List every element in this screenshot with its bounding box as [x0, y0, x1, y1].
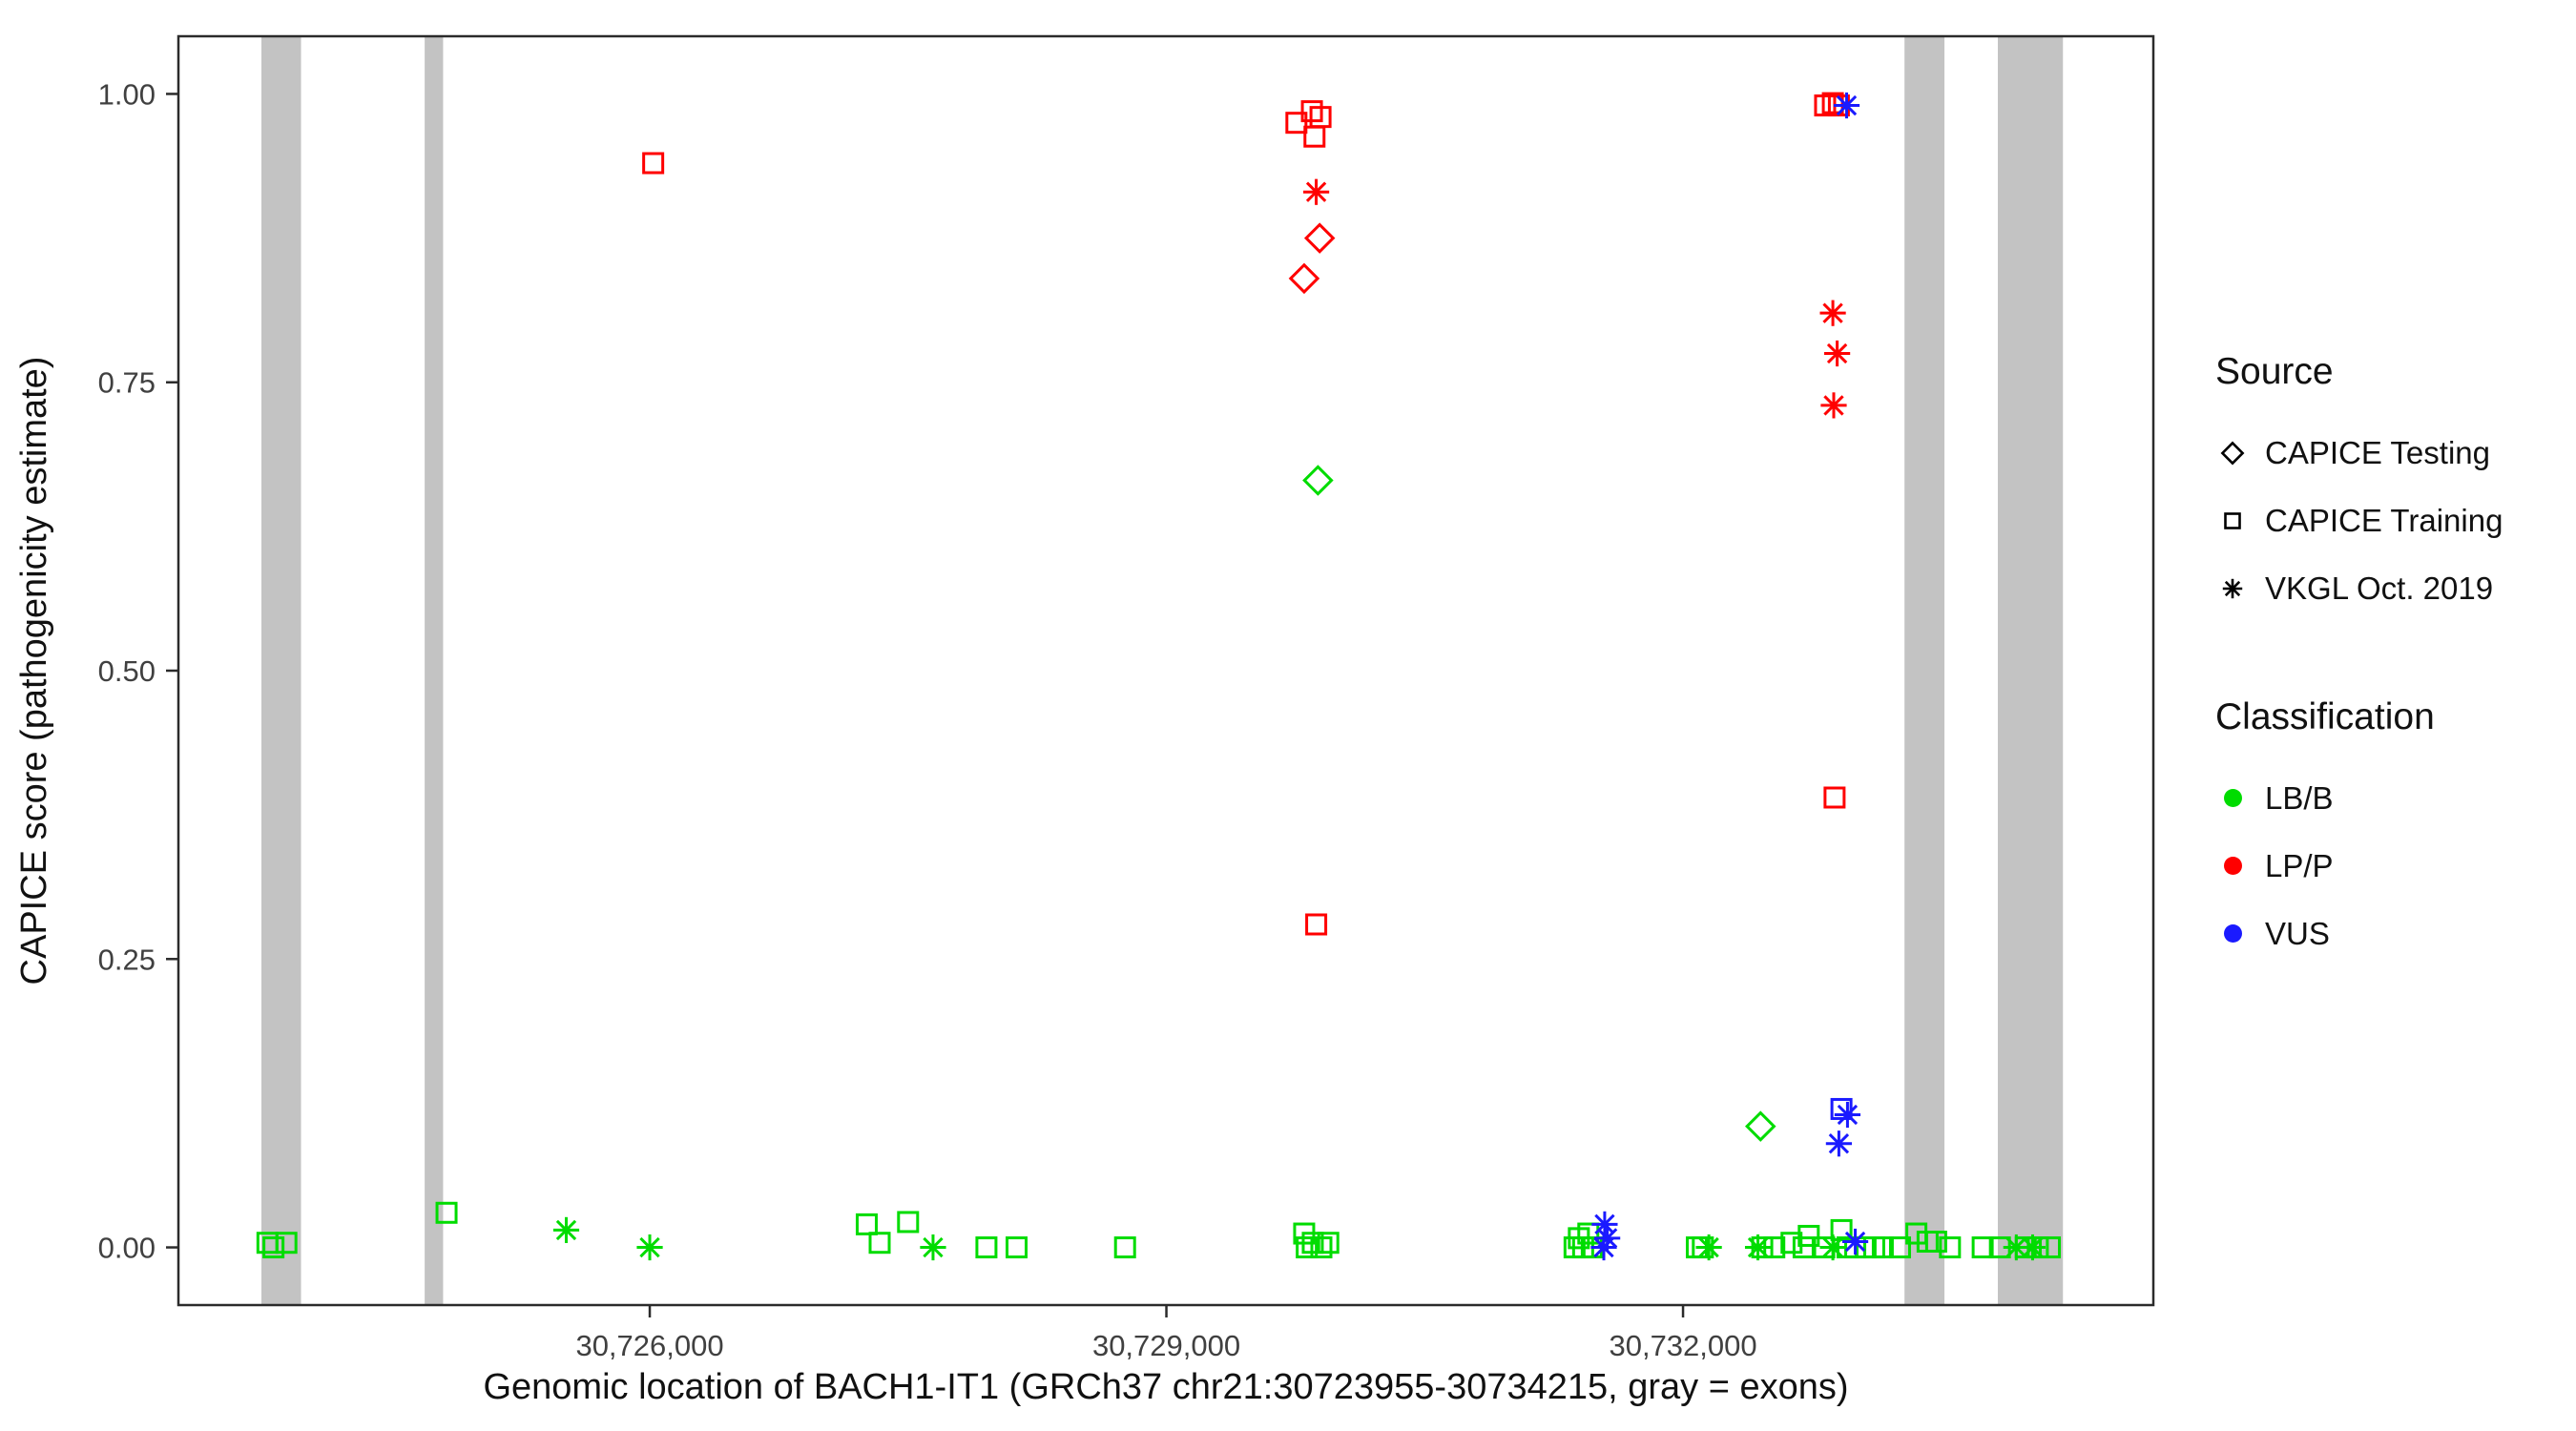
data-point-square — [975, 1236, 998, 1259]
legend-classification-title: Classification — [2215, 696, 2435, 737]
data-point-asterisk — [1695, 1234, 1722, 1261]
data-point-square — [1939, 1236, 1962, 1259]
legend-item-label: LP/P — [2265, 847, 2334, 883]
legend-item-source: CAPICE Testing — [2215, 419, 2503, 487]
data-point-asterisk — [1591, 1211, 1618, 1237]
legend-item-label: VUS — [2265, 915, 2330, 951]
data-point-square — [2224, 511, 2241, 529]
legend-item-classification: VUS — [2215, 900, 2503, 967]
legend-item-source: VKGL Oct. 2019 — [2215, 554, 2503, 622]
y-tick-label: 0.00 — [98, 1232, 156, 1265]
data-point-square — [1113, 1236, 1136, 1259]
data-point-square — [1924, 1231, 1947, 1253]
data-point-square — [1763, 1236, 1786, 1259]
data-point-square — [1797, 1224, 1820, 1247]
legend-classification-items: LB/B LP/P VUS — [2215, 764, 2503, 967]
data-point-asterisk — [636, 1234, 663, 1261]
y-tick-label: 0.50 — [98, 654, 156, 688]
data-point-asterisk — [1302, 178, 1330, 205]
data-point-asterisk — [1834, 1101, 1861, 1129]
square-icon — [2224, 511, 2241, 529]
circle-icon — [2224, 789, 2242, 807]
exon-bar — [1904, 36, 1945, 1305]
exon-bar — [1998, 36, 2064, 1305]
data-point-square — [897, 1211, 920, 1234]
legend-item-source: CAPICE Training — [2215, 487, 2503, 554]
legend-item-classification: LB/B — [2215, 764, 2503, 832]
data-point-square — [1317, 1232, 1340, 1255]
data-point-square — [1780, 1232, 1803, 1255]
data-point-square — [1006, 1236, 1028, 1259]
data-point-square — [1305, 913, 1328, 936]
data-point-asterisk — [1819, 300, 1846, 326]
data-point-asterisk — [552, 1216, 580, 1244]
legend-item-classification: LP/P — [2215, 832, 2503, 900]
data-point-square — [1823, 786, 1846, 809]
data-point-square — [1971, 1236, 1994, 1259]
legend-item-label: LB/B — [2265, 779, 2334, 816]
y-tick-label: 0.75 — [98, 366, 156, 400]
data-point-square — [2039, 1236, 2062, 1259]
data-point-asterisk — [1590, 1234, 1617, 1261]
data-point-square — [1303, 125, 1326, 148]
circle-icon — [2224, 857, 2242, 875]
x-axis-title: Genomic location of BACH1-IT1 (GRCh37 ch… — [483, 1367, 1848, 1407]
data-point-asterisk — [1825, 1130, 1853, 1157]
x-tick-label: 30,729,000 — [1092, 1329, 1240, 1362]
data-point-asterisk — [1841, 1228, 1869, 1255]
data-point-diamond — [2220, 441, 2245, 465]
data-point-square — [642, 152, 665, 175]
data-point-square — [868, 1232, 891, 1255]
data-point-square — [435, 1201, 458, 1224]
asterisk-icon — [2222, 578, 2243, 598]
data-point-square — [1888, 1236, 1911, 1259]
data-point-diamond — [1745, 1110, 1776, 1142]
data-point-asterisk — [1833, 92, 1860, 119]
diamond-icon — [2220, 441, 2245, 465]
data-point-asterisk — [2222, 578, 2243, 598]
legend-item-label: CAPICE Training — [2265, 502, 2503, 538]
data-point-diamond — [1302, 465, 1334, 496]
data-point-square — [1751, 1236, 1774, 1259]
y-axis-title: CAPICE score (pathogenicity estimate) — [14, 357, 54, 985]
exon-bar — [425, 36, 444, 1305]
data-point-square — [275, 1232, 298, 1255]
data-point-square — [1871, 1236, 1894, 1259]
data-point-square — [2026, 1236, 2049, 1259]
data-point-square — [1830, 1097, 1853, 1120]
legend-source-items: CAPICE Testing CAPICE Training VKGL Oct. 2… — [2215, 419, 2503, 622]
y-tick-label: 0.25 — [98, 943, 156, 976]
data-point-square — [1296, 1236, 1319, 1259]
legend: Source CAPICE Testing CAPICE Training VKGL… — [2215, 349, 2503, 967]
x-tick-label: 30,732,000 — [1609, 1329, 1756, 1362]
data-point-diamond — [1303, 222, 1336, 254]
legend-item-label: VKGL Oct. 2019 — [2265, 570, 2494, 606]
data-point-square — [1792, 1236, 1815, 1259]
data-point-asterisk — [1820, 392, 1847, 419]
data-point-square — [1830, 1218, 1853, 1241]
data-point-asterisk — [920, 1234, 946, 1261]
data-point-diamond — [1288, 262, 1320, 295]
data-point-square — [855, 1213, 878, 1235]
data-point-square — [262, 1236, 285, 1259]
y-tick-label: 1.00 — [98, 77, 156, 111]
circle-icon — [2224, 924, 2242, 943]
data-point-asterisk — [1823, 340, 1851, 367]
legend-source-title: Source — [2215, 351, 2334, 392]
data-point-square — [1577, 1222, 1600, 1245]
legend-item-label: CAPICE Testing — [2265, 434, 2490, 470]
exon-bar — [261, 36, 301, 1305]
x-tick-label: 30,726,000 — [575, 1329, 723, 1362]
data-point-square — [1310, 1236, 1333, 1259]
data-point-square — [1285, 112, 1308, 135]
